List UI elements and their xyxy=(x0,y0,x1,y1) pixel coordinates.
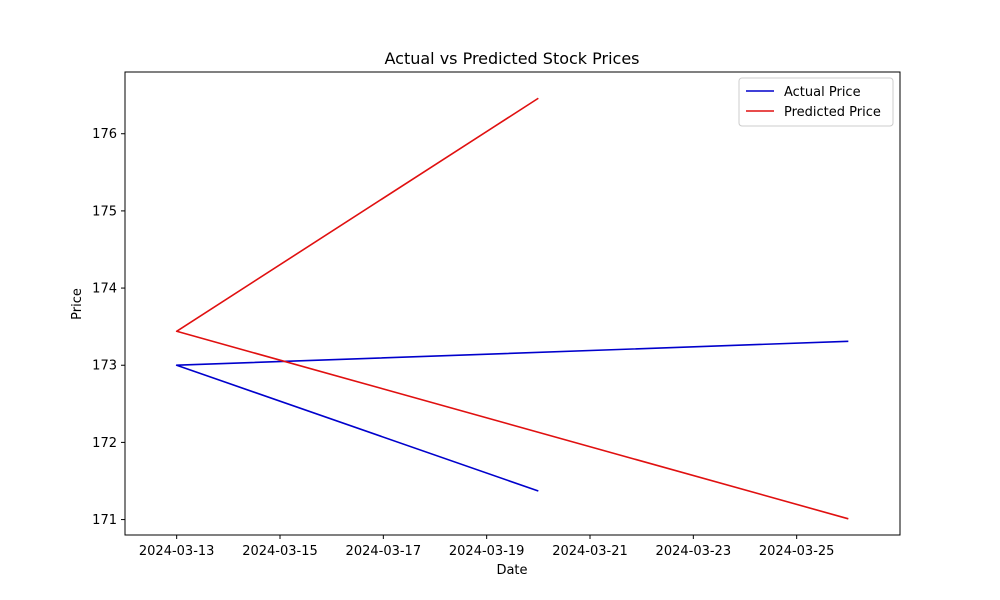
legend-label: Actual Price xyxy=(784,85,861,100)
y-tick-label: 176 xyxy=(92,127,117,142)
x-tick-label: 2024-03-23 xyxy=(656,544,732,559)
x-tick-label: 2024-03-21 xyxy=(552,544,628,559)
x-axis: 2024-03-13 2024-03-15 2024-03-17 2024-03-19… xyxy=(139,535,835,559)
y-tick-label: 175 xyxy=(92,204,117,219)
plot-area xyxy=(175,97,849,520)
x-tick-label: 2024-03-15 xyxy=(242,544,318,559)
y-axis-label: Price xyxy=(70,288,85,320)
series-line-1 xyxy=(175,340,849,492)
axes-frame xyxy=(124,71,901,536)
legend-label: Predicted Price xyxy=(784,105,881,120)
y-tick-label: 171 xyxy=(92,513,117,528)
x-tick-label: 2024-03-13 xyxy=(139,544,215,559)
x-tick-label: 2024-03-19 xyxy=(449,544,525,559)
x-tick-label: 2024-03-25 xyxy=(759,544,835,559)
x-tick-label: 2024-03-17 xyxy=(346,544,422,559)
y-axis: 171 172 173 174 175 176 xyxy=(92,127,125,528)
y-tick-label: 173 xyxy=(92,359,117,374)
y-tick-label: 172 xyxy=(92,436,117,451)
y-tick-label: 174 xyxy=(92,282,117,297)
x-axis-label: Date xyxy=(496,563,527,578)
series-line-2 xyxy=(175,97,849,520)
chart-title: Actual vs Predicted Stock Prices xyxy=(384,49,639,68)
legend: Actual Price Predicted Price xyxy=(738,77,894,127)
legend-box xyxy=(738,77,894,127)
